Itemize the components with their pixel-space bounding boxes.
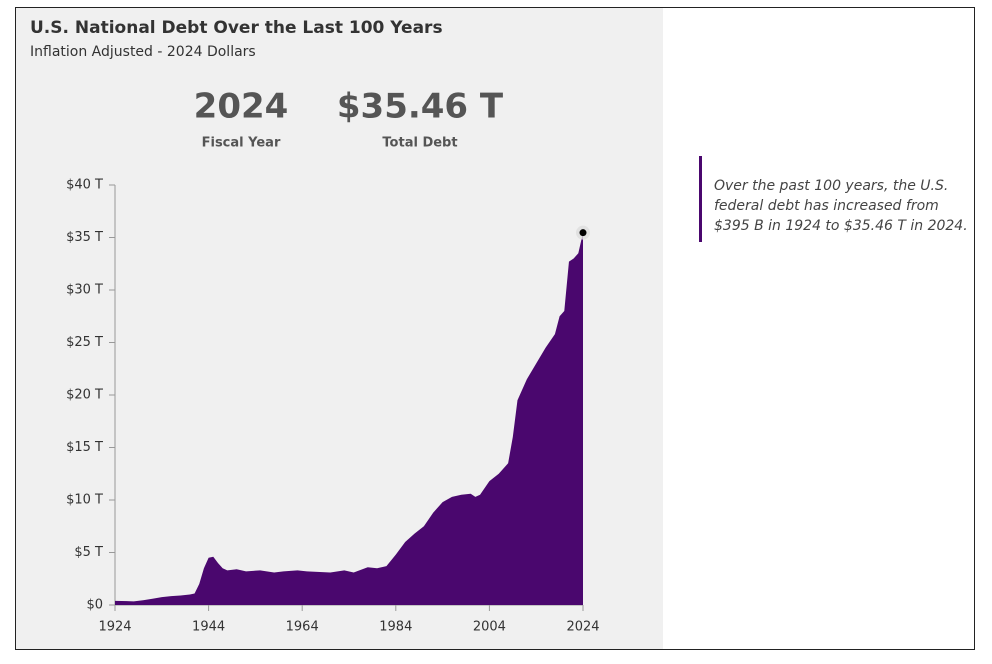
x-tick-label: 2024 (566, 620, 599, 635)
stat-label: Total Debt (382, 136, 457, 151)
stat-value: $35.46 T (337, 87, 504, 127)
y-tick-label: $0 (86, 598, 103, 613)
y-tick-label: $25 T (66, 335, 103, 350)
area (115, 232, 583, 606)
chart-title: U.S. National Debt Over the Last 100 Yea… (30, 18, 443, 38)
x-tick-label: 1964 (286, 620, 319, 635)
y-tick-label: $10 T (66, 493, 103, 508)
y-tick-label: $15 T (66, 440, 103, 455)
x-tick-label: 2004 (473, 620, 506, 635)
stat-label: Fiscal Year (202, 136, 281, 151)
y-tick-label: $35 T (66, 230, 103, 245)
y-tick-label: $20 T (66, 388, 103, 403)
annotation: Over the past 100 years, the U.S. federa… (699, 156, 974, 242)
y-tick-label: $5 T (74, 545, 103, 560)
x-tick-label: 1924 (98, 620, 131, 635)
x-tick-label: 1984 (379, 620, 412, 635)
frame: Over the past 100 years, the U.S. federa… (15, 7, 975, 650)
highlight-point (579, 229, 587, 237)
chart-subtitle: Inflation Adjusted - 2024 Dollars (30, 44, 256, 60)
y-tick-label: $40 T (66, 178, 103, 193)
x-tick-label: 1944 (192, 620, 225, 635)
y-tick-label: $30 T (66, 283, 103, 298)
stat-value: 2024 (194, 87, 289, 127)
